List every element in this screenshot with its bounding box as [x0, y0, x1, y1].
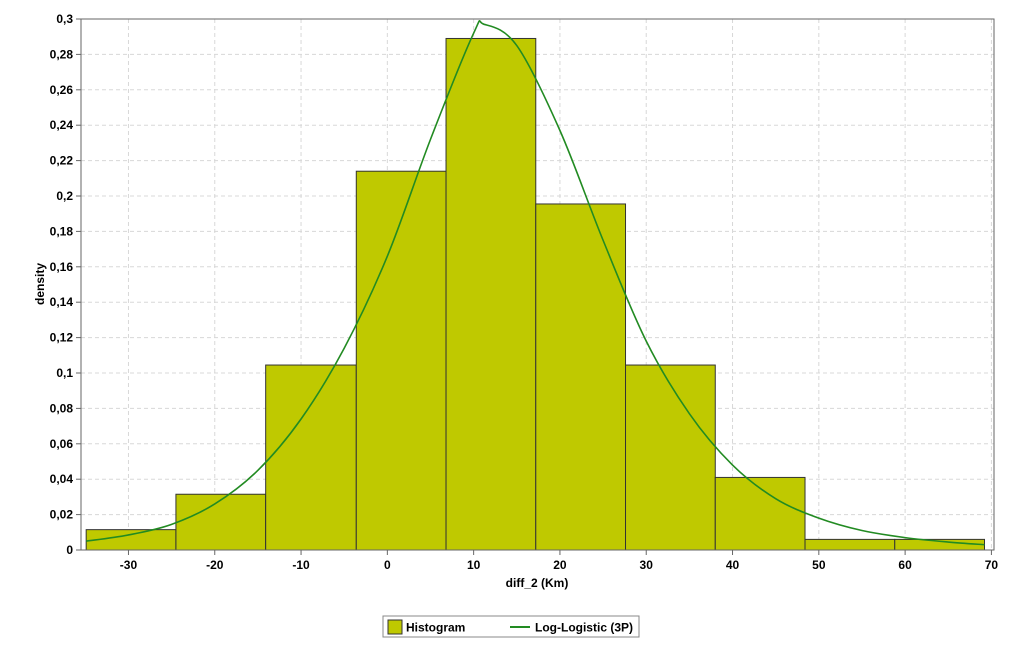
y-tick-label: 0,04 [50, 472, 74, 486]
y-tick-label: 0 [66, 543, 73, 557]
fit-curve-layer [86, 19, 985, 546]
y-tick-label: 0,3 [56, 12, 73, 26]
x-tick-label: 0 [384, 558, 391, 572]
x-tick-label: -20 [206, 558, 224, 572]
y-tick-label: 0,22 [50, 154, 74, 168]
y-tick-label: 0,1 [56, 366, 73, 380]
y-tick-label: 0,18 [50, 224, 74, 238]
histogram-bar [445, 37, 537, 551]
plot-frame [80, 18, 995, 551]
y-tick-label: 0,08 [50, 401, 74, 415]
x-axis-title: diff_2 (Km) [506, 576, 569, 590]
x-tick-label: -10 [292, 558, 310, 572]
y-axis-title: density [33, 263, 47, 305]
y-tick-label: 0,02 [50, 508, 74, 522]
legend: Histogram Log-Logistic (3P) [382, 615, 640, 638]
legend-fit-label: Log-Logistic (3P) [535, 621, 633, 635]
histogram-bar [355, 170, 447, 551]
histogram-bar [804, 538, 896, 551]
y-axis-ticks: 0 0,02 0,04 0,06 0,08 0,1 0,12 0,14 0,16 0,18 0,2 0… [50, 12, 81, 557]
x-tick-label: 20 [553, 558, 567, 572]
legend-histogram-label: Histogram [406, 621, 465, 635]
x-tick-label: 30 [640, 558, 654, 572]
legend-histogram-swatch [387, 619, 403, 635]
histogram-bar [175, 493, 267, 551]
x-tick-label: 60 [898, 558, 912, 572]
y-tick-label: 0,24 [50, 118, 74, 132]
x-axis-ticks: -30 -20 -10 0 10 20 30 40 50 60 70 [120, 550, 999, 572]
x-tick-label: 70 [985, 558, 999, 572]
y-tick-label: 0,12 [50, 331, 74, 345]
x-tick-label: 50 [812, 558, 826, 572]
x-tick-label: -30 [120, 558, 138, 572]
histogram-bar [625, 364, 716, 551]
histogram-bar [535, 203, 627, 551]
x-tick-label: 10 [467, 558, 481, 572]
log-logistic-curve [86, 19, 985, 546]
y-tick-label: 0,14 [50, 295, 74, 309]
y-tick-label: 0,16 [50, 260, 74, 274]
histogram-bar [265, 364, 357, 551]
x-tick-label: 40 [726, 558, 740, 572]
y-tick-label: 0,26 [50, 83, 74, 97]
y-tick-label: 0,2 [56, 189, 73, 203]
y-tick-label: 0,06 [50, 437, 74, 451]
histogram-bars [85, 37, 986, 551]
y-tick-label: 0,28 [50, 47, 74, 61]
histogram-bar [714, 476, 806, 551]
